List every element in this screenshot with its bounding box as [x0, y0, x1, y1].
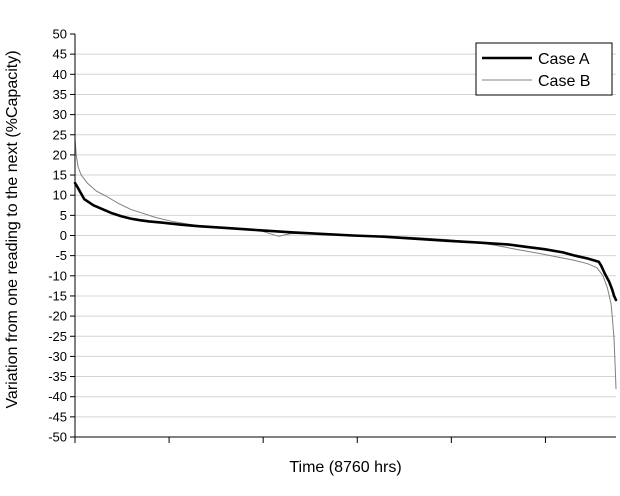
- legend: Case A Case B: [475, 42, 613, 96]
- y-tick-label: 40: [53, 67, 67, 82]
- y-tick-label: -25: [48, 329, 67, 344]
- y-tick-label: 20: [53, 147, 67, 162]
- y-tick-label: 15: [53, 168, 67, 183]
- y-tick-label: -5: [55, 248, 67, 263]
- y-tick-label: -30: [48, 349, 67, 364]
- y-tick-label: 5: [60, 208, 67, 223]
- gridlines: [75, 53, 616, 418]
- y-tick-label: -15: [48, 288, 67, 303]
- legend-label: Case B: [538, 73, 590, 90]
- y-tick-label: -35: [48, 369, 67, 384]
- y-tick-label: 50: [53, 27, 67, 42]
- series-line-case-a: [73, 181, 618, 302]
- y-tick-label: 35: [53, 87, 67, 102]
- y-tick-label: -50: [48, 430, 67, 445]
- x-axis-title: Time (8760 hrs): [289, 459, 401, 476]
- y-tick-label: -45: [48, 409, 67, 424]
- series-line-case-b: [74, 138, 617, 390]
- y-tick-label: 10: [53, 188, 67, 203]
- y-tick-label: -20: [48, 309, 67, 324]
- y-tick-label: -10: [48, 268, 67, 283]
- y-tick-label: 0: [60, 228, 67, 243]
- y-tick-label: 30: [53, 107, 67, 122]
- y-axis-ticks: 50454035302520151050-5-10-15-20-25-30-35…: [48, 27, 75, 445]
- legend-label: Case A: [538, 51, 590, 68]
- legend-box: [475, 42, 613, 96]
- y-tick-label: -40: [48, 389, 67, 404]
- y-tick-label: 25: [53, 127, 67, 142]
- y-axis-title: Variation from one reading to the next (…: [4, 50, 21, 408]
- y-tick-label: 45: [53, 47, 67, 62]
- series-layer: [73, 138, 618, 390]
